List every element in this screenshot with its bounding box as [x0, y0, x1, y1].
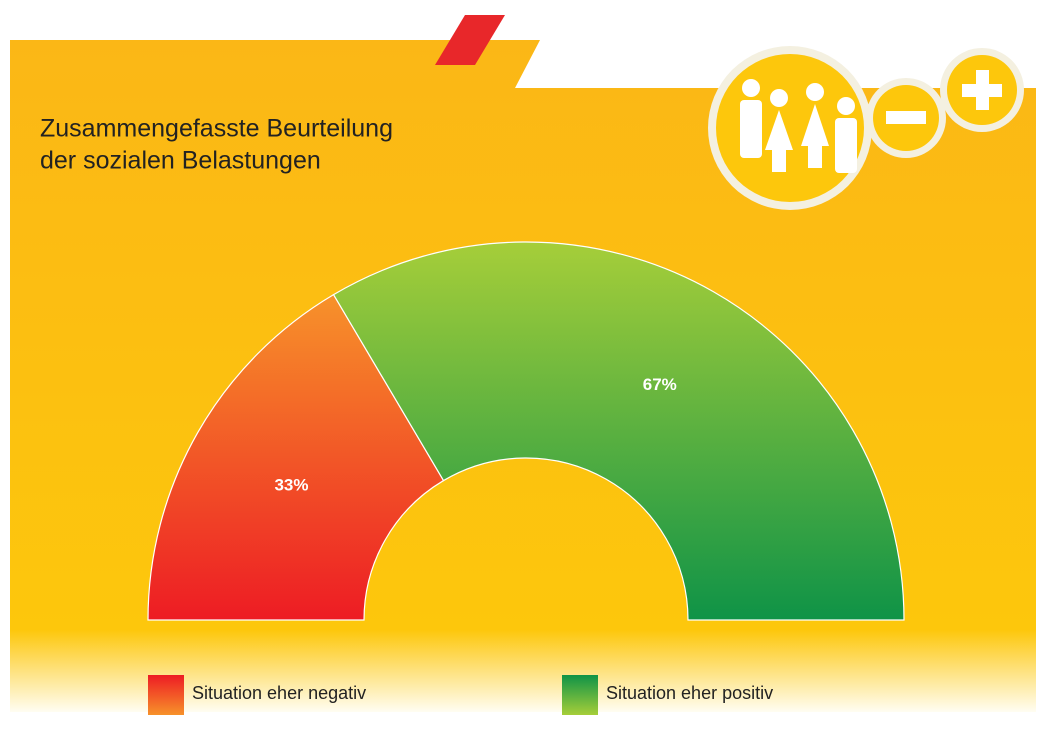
data-label: 33% [274, 476, 308, 495]
legend-label: Situation eher negativ [192, 683, 366, 703]
slice [147, 293, 445, 621]
legend-label: Situation eher positiv [606, 683, 773, 703]
legend-swatch [148, 675, 184, 715]
legend-swatch [562, 675, 598, 715]
accent [435, 15, 505, 65]
icon [708, 46, 1024, 210]
chart-title: der sozialen Belastungen [40, 147, 321, 175]
slice [332, 241, 905, 621]
chart-title: Zusammengefasste Beurteilung [40, 115, 393, 143]
data-label: 67% [643, 375, 677, 394]
